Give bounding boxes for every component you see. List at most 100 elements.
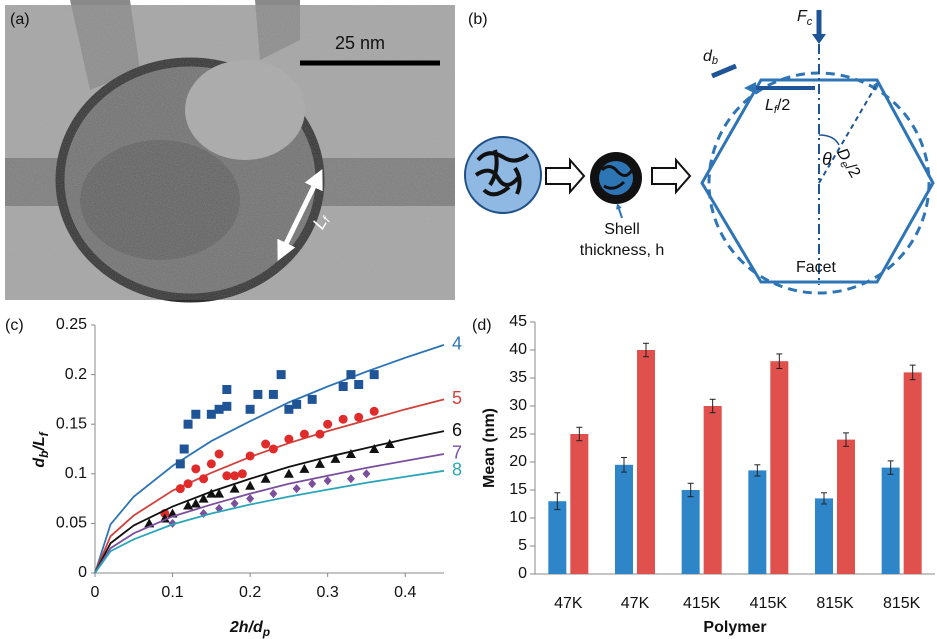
point (370, 370, 379, 379)
bar (704, 406, 722, 574)
point (347, 474, 355, 483)
point (246, 494, 254, 503)
point (246, 405, 255, 414)
point (180, 445, 189, 454)
x-tick-label: 415K (683, 595, 721, 612)
bar (748, 470, 766, 574)
x-tick-label: 815K (816, 595, 854, 612)
point (300, 430, 309, 439)
bar (570, 434, 588, 574)
point (308, 479, 316, 488)
point (354, 413, 363, 422)
y-tick-label: 30 (509, 397, 527, 414)
point (215, 449, 224, 458)
y-tick-label: 0 (78, 564, 87, 581)
point (245, 481, 255, 490)
subscript: b (37, 451, 51, 458)
point (339, 382, 348, 391)
point (184, 420, 193, 429)
page: {"panel_a": {"label": "(a)", "scale_bar"… (0, 0, 937, 639)
x-tick-label: 47K (554, 595, 583, 612)
series-label: 8 (452, 460, 462, 480)
point (339, 415, 348, 424)
symbol: L (765, 97, 774, 114)
subscript: p (262, 625, 270, 639)
point (199, 494, 209, 503)
point (284, 469, 294, 478)
radius-label: De/2 (831, 146, 863, 182)
point (222, 471, 231, 480)
y-tick-label: 20 (509, 453, 527, 470)
series-label: 6 (452, 420, 462, 440)
x-tick-label: 815K (883, 595, 921, 612)
series-label: 5 (452, 388, 462, 408)
point (346, 370, 355, 379)
bulge-label: db (703, 48, 718, 67)
bar (615, 465, 633, 574)
y-tick-label: 0 (518, 565, 527, 582)
point (230, 471, 239, 480)
fit-line (95, 431, 444, 573)
half-facet-label: Lf/2 (765, 97, 790, 116)
bar (837, 440, 855, 574)
point (354, 380, 363, 389)
series-label: 4 (452, 334, 462, 354)
facet-label: Facet (796, 259, 837, 276)
suffix: /2 (777, 97, 790, 114)
point (315, 430, 324, 439)
subscript: b (712, 55, 718, 67)
point (199, 474, 208, 483)
fit-line (95, 345, 444, 573)
panel-label: (b) (468, 11, 488, 28)
point (269, 390, 278, 399)
bar (882, 468, 900, 574)
point (323, 420, 332, 429)
figure: (a) 25 nm Lf (b) Fc db Lf/2 θ De/2 Shell… (0, 0, 937, 639)
bar (815, 498, 833, 574)
point (269, 489, 277, 498)
x-tick-label: 47K (621, 595, 650, 612)
y-tick-label: 0.05 (56, 515, 87, 532)
y-tick-label: 45 (509, 313, 527, 330)
point (269, 445, 278, 454)
force-label: Fc (797, 8, 813, 28)
point (370, 407, 379, 416)
symbol: /L (31, 436, 48, 451)
y-tick-label: 15 (509, 481, 527, 498)
point (246, 451, 255, 460)
x-tick-label: 0.1 (161, 584, 183, 601)
y-tick-label: 40 (509, 341, 527, 358)
point (308, 395, 317, 404)
x-tick-label: 415K (750, 595, 788, 612)
y-tick-label: 5 (518, 537, 527, 554)
point (215, 405, 224, 414)
x-tick-label: 0.4 (394, 584, 416, 601)
point (253, 390, 262, 399)
diagram (465, 10, 933, 293)
axis-label: 2h/dp (229, 619, 270, 639)
point (222, 385, 231, 394)
bar (637, 350, 655, 574)
point (191, 410, 200, 419)
point (261, 440, 270, 449)
scale-bar-label: 25 nm (335, 33, 385, 53)
point (191, 464, 200, 473)
angle-label: θ (822, 149, 832, 169)
symbol: 2h/d (229, 619, 264, 636)
fit-line (95, 454, 444, 573)
point (207, 459, 216, 468)
axis-label: db/Lf (31, 431, 51, 467)
y-tick-label: 0.1 (65, 465, 87, 482)
x-tick-label: 0.3 (317, 584, 339, 601)
bar (770, 361, 788, 574)
point (284, 435, 293, 444)
bar (548, 501, 566, 574)
point (284, 405, 293, 414)
y-tick-label: 25 (509, 425, 527, 442)
panel-label: (a) (10, 11, 30, 28)
point (299, 464, 309, 473)
shell-label: Shell (604, 221, 640, 238)
panel-label: (c) (5, 317, 24, 334)
subscript: c (807, 16, 813, 28)
point (324, 476, 332, 485)
